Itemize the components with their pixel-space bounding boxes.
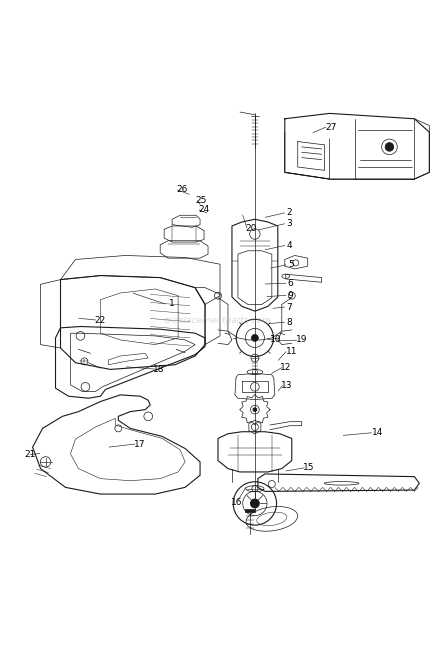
- Text: 21: 21: [24, 450, 36, 459]
- Circle shape: [250, 499, 259, 508]
- Text: 2: 2: [286, 208, 291, 217]
- Text: 7: 7: [286, 303, 291, 311]
- Text: 14: 14: [372, 428, 383, 437]
- Text: 10: 10: [270, 334, 281, 344]
- Polygon shape: [244, 509, 254, 512]
- Text: 15: 15: [302, 463, 314, 472]
- Text: 1: 1: [169, 300, 174, 309]
- Text: 22: 22: [95, 316, 106, 325]
- Text: 25: 25: [195, 196, 207, 205]
- Text: 9: 9: [287, 291, 293, 300]
- Text: 4: 4: [286, 241, 291, 250]
- Circle shape: [253, 408, 256, 411]
- Text: 20: 20: [245, 224, 256, 233]
- Text: 26: 26: [176, 186, 187, 195]
- Text: 11: 11: [285, 347, 296, 356]
- Text: 13: 13: [280, 381, 292, 390]
- Text: 12: 12: [279, 363, 291, 372]
- Text: 5: 5: [288, 261, 293, 269]
- Text: 27: 27: [325, 122, 336, 131]
- Circle shape: [251, 334, 258, 342]
- Text: 8: 8: [286, 318, 291, 327]
- Text: 19: 19: [296, 336, 307, 344]
- Circle shape: [384, 142, 393, 151]
- Text: 18: 18: [153, 364, 164, 373]
- Text: 6: 6: [287, 279, 293, 288]
- Text: 16: 16: [231, 498, 242, 507]
- Text: ereplacementparts.com: ereplacementparts.com: [163, 316, 271, 325]
- Text: 17: 17: [133, 439, 145, 448]
- Text: 24: 24: [197, 205, 209, 214]
- Text: 3: 3: [286, 219, 291, 228]
